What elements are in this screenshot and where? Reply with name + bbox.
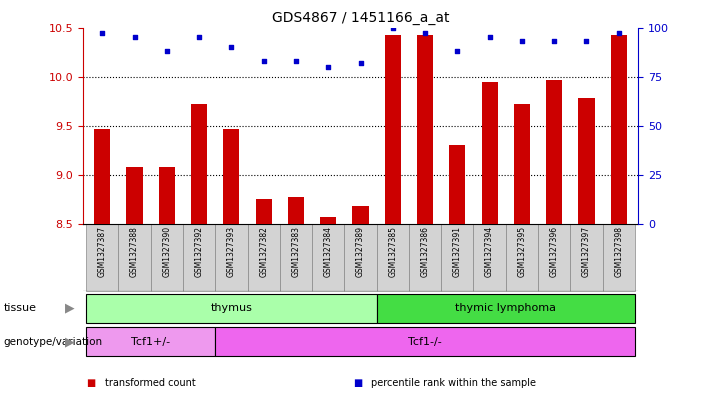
Text: tissue: tissue: [4, 303, 37, 313]
Bar: [603, 224, 635, 291]
Point: [451, 48, 463, 54]
Bar: [611, 35, 627, 224]
Bar: [409, 224, 441, 291]
Text: GSM1327391: GSM1327391: [453, 226, 462, 277]
Bar: [86, 294, 376, 323]
Bar: [546, 79, 562, 224]
Text: GSM1327388: GSM1327388: [130, 226, 139, 277]
Bar: [312, 224, 345, 291]
Bar: [417, 35, 433, 224]
Point: [226, 44, 237, 50]
Bar: [191, 104, 207, 224]
Text: GSM1327396: GSM1327396: [549, 226, 559, 277]
Bar: [345, 224, 376, 291]
Point: [97, 30, 108, 37]
Bar: [578, 98, 595, 224]
Text: percentile rank within the sample: percentile rank within the sample: [371, 378, 536, 388]
Bar: [280, 224, 312, 291]
Point: [549, 38, 560, 44]
Point: [516, 38, 528, 44]
Text: thymic lymphoma: thymic lymphoma: [455, 303, 556, 313]
Bar: [151, 224, 183, 291]
Bar: [288, 196, 304, 224]
Point: [387, 24, 399, 31]
Text: transformed count: transformed count: [105, 378, 195, 388]
Text: GSM1327386: GSM1327386: [420, 226, 430, 277]
Bar: [376, 224, 409, 291]
Point: [258, 58, 270, 64]
Bar: [353, 206, 368, 224]
Text: ▶: ▶: [65, 335, 74, 348]
Text: GSM1327390: GSM1327390: [162, 226, 172, 277]
Bar: [538, 224, 570, 291]
Point: [580, 38, 592, 44]
Bar: [183, 224, 216, 291]
Bar: [449, 145, 465, 224]
Title: GDS4867 / 1451166_a_at: GDS4867 / 1451166_a_at: [272, 11, 449, 25]
Bar: [126, 167, 143, 224]
Text: ▶: ▶: [65, 301, 74, 315]
Bar: [118, 224, 151, 291]
Point: [420, 30, 431, 37]
Text: GSM1327394: GSM1327394: [485, 226, 494, 277]
Text: GSM1327382: GSM1327382: [259, 226, 268, 277]
Point: [290, 58, 301, 64]
Bar: [86, 224, 118, 291]
Text: GSM1327393: GSM1327393: [227, 226, 236, 277]
Point: [355, 60, 366, 66]
Point: [322, 64, 334, 70]
Bar: [216, 327, 635, 356]
Text: Tcf1+/-: Tcf1+/-: [131, 336, 170, 347]
Bar: [385, 35, 401, 224]
Text: GSM1327385: GSM1327385: [389, 226, 397, 277]
Text: Tcf1-/-: Tcf1-/-: [408, 336, 442, 347]
Bar: [256, 199, 272, 224]
Bar: [86, 327, 216, 356]
Point: [613, 30, 624, 37]
Bar: [224, 129, 239, 224]
Text: GSM1327395: GSM1327395: [518, 226, 526, 277]
Bar: [320, 217, 336, 224]
Bar: [216, 224, 247, 291]
Text: GSM1327389: GSM1327389: [356, 226, 365, 277]
Text: GSM1327398: GSM1327398: [614, 226, 623, 277]
Text: GSM1327383: GSM1327383: [291, 226, 301, 277]
Bar: [441, 224, 474, 291]
Bar: [474, 224, 505, 291]
Bar: [376, 294, 635, 323]
Bar: [514, 104, 530, 224]
Bar: [482, 82, 497, 224]
Text: ■: ■: [353, 378, 363, 388]
Text: genotype/variation: genotype/variation: [4, 336, 102, 347]
Text: thymus: thymus: [211, 303, 252, 313]
Point: [484, 34, 495, 40]
Bar: [570, 224, 603, 291]
Bar: [94, 129, 110, 224]
Bar: [159, 167, 175, 224]
Point: [193, 34, 205, 40]
Point: [161, 48, 172, 54]
Text: GSM1327387: GSM1327387: [98, 226, 107, 277]
Bar: [247, 224, 280, 291]
Text: ■: ■: [87, 378, 96, 388]
Text: GSM1327392: GSM1327392: [195, 226, 203, 277]
Point: [129, 34, 141, 40]
Text: GSM1327384: GSM1327384: [324, 226, 332, 277]
Bar: [505, 224, 538, 291]
Text: GSM1327397: GSM1327397: [582, 226, 591, 277]
